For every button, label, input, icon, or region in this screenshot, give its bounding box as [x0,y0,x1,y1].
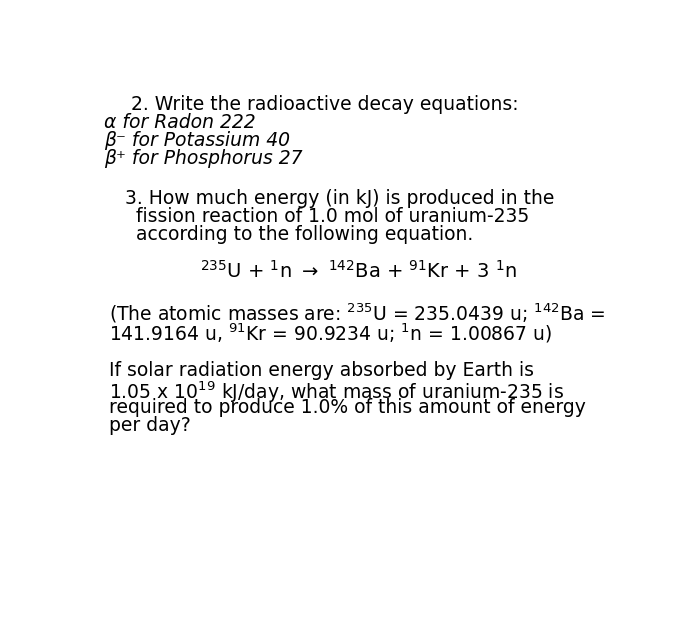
Text: 3. How much energy (in kJ) is produced in the: 3. How much energy (in kJ) is produced i… [125,189,555,208]
Text: α for Radon 222: α for Radon 222 [104,113,256,132]
Text: β⁺ for Phosphorus 27: β⁺ for Phosphorus 27 [104,149,302,169]
Text: If solar radiation energy absorbed by Earth is: If solar radiation energy absorbed by Ea… [109,361,534,380]
Text: $^{235}$U + $^{1}$n $\rightarrow$ $^{142}$Ba + $^{91}$Kr + 3 $^{1}$n: $^{235}$U + $^{1}$n $\rightarrow$ $^{142… [200,260,517,282]
Text: 1.05 x 10$^{19}$ kJ/day, what mass of uranium-235 is: 1.05 x 10$^{19}$ kJ/day, what mass of ur… [109,380,564,405]
Text: fission reaction of 1.0 mol of uranium-235: fission reaction of 1.0 mol of uranium-2… [136,207,530,226]
Text: (The atomic masses are: $^{235}$U = 235.0439 u; $^{142}$Ba =: (The atomic masses are: $^{235}$U = 235.… [109,301,606,325]
Text: required to produce 1.0% of this amount of energy: required to produce 1.0% of this amount … [109,398,586,417]
Text: according to the following equation.: according to the following equation. [136,225,474,244]
Text: per day?: per day? [109,416,191,434]
Text: 141.9164 u, $^{91}$Kr = 90.9234 u; $^{1}$n = 1.00867 u): 141.9164 u, $^{91}$Kr = 90.9234 u; $^{1}… [109,321,552,345]
Text: 2. Write the radioactive decay equations:: 2. Write the radioactive decay equations… [131,95,519,114]
Text: β⁻ for Potassium 40: β⁻ for Potassium 40 [104,131,290,150]
